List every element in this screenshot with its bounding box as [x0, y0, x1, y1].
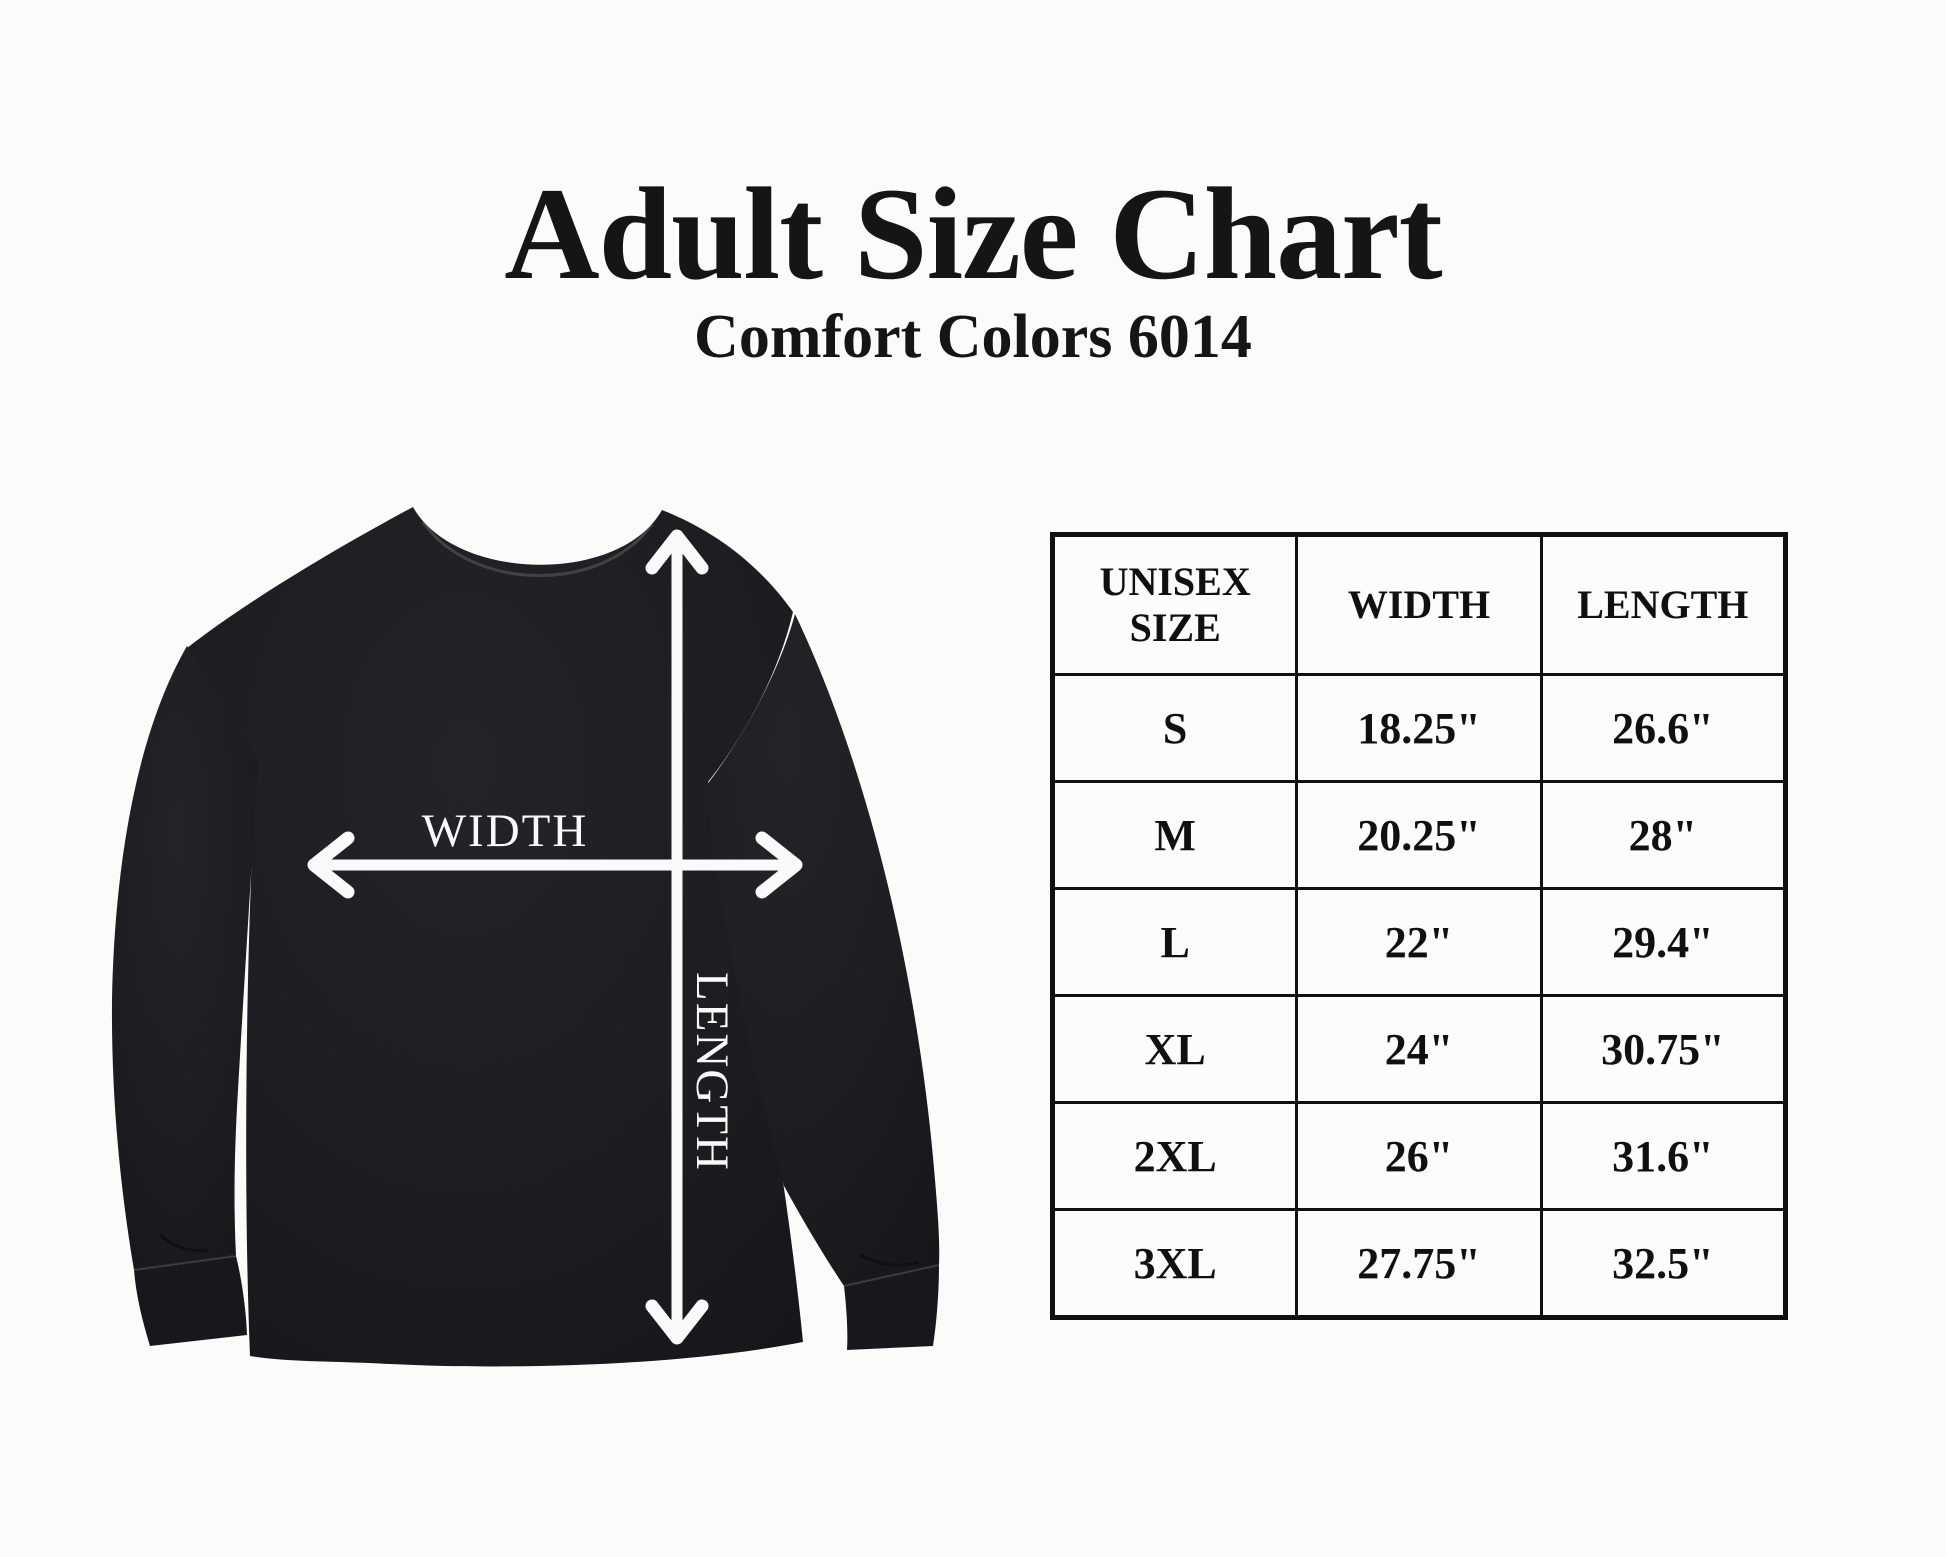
size-cell: 3XL: [1050, 1208, 1299, 1319]
page-title: Adult Size Chart: [504, 160, 1442, 307]
shirt-collar-seam: [421, 521, 654, 577]
shirt-right-sleeve: [662, 512, 940, 1286]
length-cell: 30.75": [1539, 994, 1788, 1104]
size-row-2xl: 2XL 26" 31.6": [1050, 1101, 1788, 1211]
size-table: UNISEX SIZE WIDTH LENGTH S 18.25" 26.6" …: [1050, 532, 1788, 1320]
length-arrowhead-bottom: [645, 1299, 709, 1345]
size-row-3xl: 3XL 27.75" 32.5": [1050, 1208, 1788, 1319]
right-cuff-seam: [843, 1263, 940, 1288]
size-row-s: S 18.25" 26.6": [1050, 673, 1788, 783]
width-cell: 18.25": [1295, 673, 1543, 783]
width-label: WIDTH: [422, 805, 589, 857]
width-cell: 26": [1295, 1101, 1543, 1211]
shirt-diagram: WIDTH LENGTH: [90, 490, 950, 1380]
size-cell: L: [1050, 887, 1299, 997]
col-header-unisex-size: UNISEX SIZE: [1050, 533, 1299, 676]
col-header-width: WIDTH: [1295, 533, 1543, 676]
length-cell: 32.5": [1539, 1208, 1788, 1319]
length-cell: 28": [1539, 780, 1788, 890]
width-cell: 27.75": [1295, 1208, 1543, 1319]
size-cell: XL: [1050, 994, 1299, 1104]
page-subtitle: Comfort Colors 6014: [694, 303, 1252, 371]
shirt-right-cuff: [844, 1265, 939, 1350]
shirt-left-sleeve: [111, 646, 258, 1270]
width-arrow: [307, 831, 803, 899]
size-cell: 2XL: [1050, 1101, 1299, 1211]
left-cuff-seam: [133, 1254, 237, 1272]
shirt-left-cuff: [134, 1256, 247, 1346]
width-cell: 24": [1295, 994, 1543, 1104]
size-table-header-row: UNISEX SIZE WIDTH LENGTH: [1050, 533, 1788, 676]
size-row-xl: XL 24" 30.75": [1050, 994, 1788, 1104]
width-arrowhead-left: [307, 831, 355, 899]
col-header-length: LENGTH: [1539, 533, 1788, 676]
length-cell: 29.4": [1539, 887, 1788, 997]
size-cell: S: [1050, 673, 1299, 783]
length-arrow: [645, 529, 709, 1345]
fabric-folds: [159, 1233, 919, 1267]
size-cell: M: [1050, 780, 1299, 890]
width-arrowhead-right: [755, 831, 803, 899]
width-cell: 20.25": [1295, 780, 1543, 890]
width-cell: 22": [1295, 887, 1543, 997]
size-row-m: M 20.25" 28": [1050, 780, 1788, 890]
length-cell: 26.6": [1539, 673, 1788, 783]
shirt-illustration: WIDTH LENGTH: [111, 507, 940, 1367]
length-arrowhead-top: [645, 529, 709, 575]
length-cell: 31.6": [1539, 1101, 1788, 1211]
length-label: LENGTH: [686, 972, 738, 1172]
size-row-l: L 22" 29.4": [1050, 887, 1788, 997]
shirt-body: [187, 507, 803, 1367]
